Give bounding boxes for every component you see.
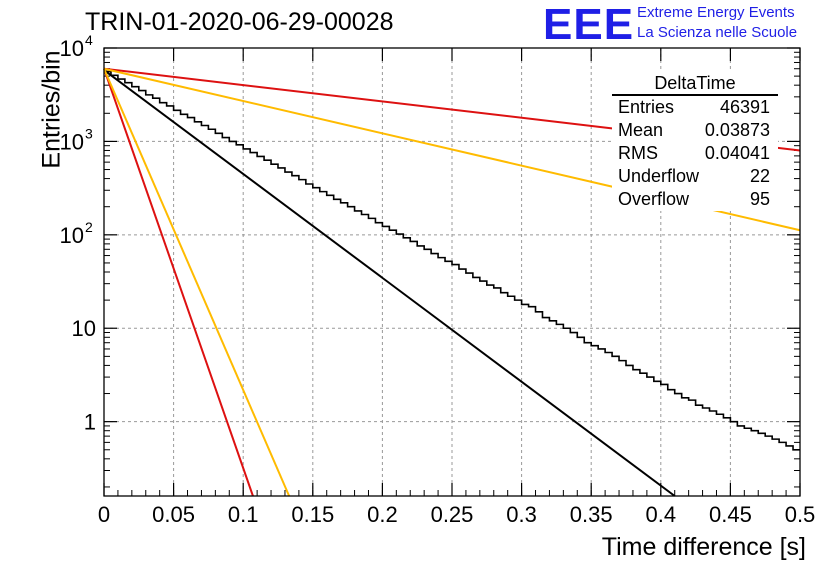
y-tick-label: 10 (60, 223, 84, 248)
stats-label: Underflow (618, 166, 700, 186)
stats-value: 95 (749, 189, 770, 209)
stats-label: RMS (618, 143, 658, 163)
x-tick-label: 0.4 (646, 502, 677, 527)
x-tick-label: 0.3 (506, 502, 537, 527)
stats-row: Mean 0.03873 (612, 119, 778, 142)
y-axis-label: Entries/bin (37, 50, 66, 169)
stats-value: 46391 (719, 97, 770, 117)
stats-label: Overflow (618, 189, 690, 209)
fit-line (103, 68, 291, 497)
y-tick-label: 10 (60, 36, 84, 61)
x-tick-label: 0.35 (570, 502, 613, 527)
fit-line (103, 68, 254, 497)
stats-box: DeltaTime Entries 46391 Mean 0.03873 RMS 0.… (612, 72, 778, 211)
stats-value: 0.03873 (704, 120, 770, 140)
y-tick-exponent: 3 (85, 125, 93, 141)
stats-label: Mean (618, 120, 664, 140)
x-tick-label: 0.2 (367, 502, 398, 527)
fit-line (103, 69, 676, 497)
x-axis-label: Time difference [s] (601, 533, 806, 561)
stats-row: RMS 0.04041 (612, 142, 778, 165)
stats-value: 22 (749, 166, 770, 186)
x-tick-label: 0.45 (709, 502, 752, 527)
y-tick-label: 10 (60, 129, 84, 154)
stats-title: DeltaTime (612, 72, 778, 96)
histogram-line (104, 70, 800, 451)
x-tick-label: 0.05 (152, 502, 195, 527)
x-tick-label: 0.15 (291, 502, 334, 527)
x-tick-label: 0 (98, 502, 110, 527)
y-tick-label: 1 (84, 410, 96, 435)
stats-row: Underflow 22 (612, 165, 778, 188)
y-tick-exponent: 4 (85, 32, 93, 48)
stats-value: 0.04041 (704, 143, 770, 163)
y-tick-label: 10 (72, 316, 96, 341)
x-tick-label: 0.25 (431, 502, 474, 527)
stats-row: Overflow 95 (612, 188, 778, 211)
x-tick-label: 0.5 (785, 502, 816, 527)
y-tick-exponent: 2 (85, 219, 93, 235)
logo-line-2: La Scienza nelle Scuole (637, 24, 798, 41)
stats-row: Entries 46391 (612, 96, 778, 119)
stats-label: Entries (618, 97, 675, 117)
eee-logo: EEE (543, 0, 635, 49)
x-tick-label: 0.1 (228, 502, 259, 527)
plot-title: TRIN-01-2020-06-29-00028 (85, 8, 394, 36)
logo-line-1: Extreme Energy Events (637, 4, 795, 21)
